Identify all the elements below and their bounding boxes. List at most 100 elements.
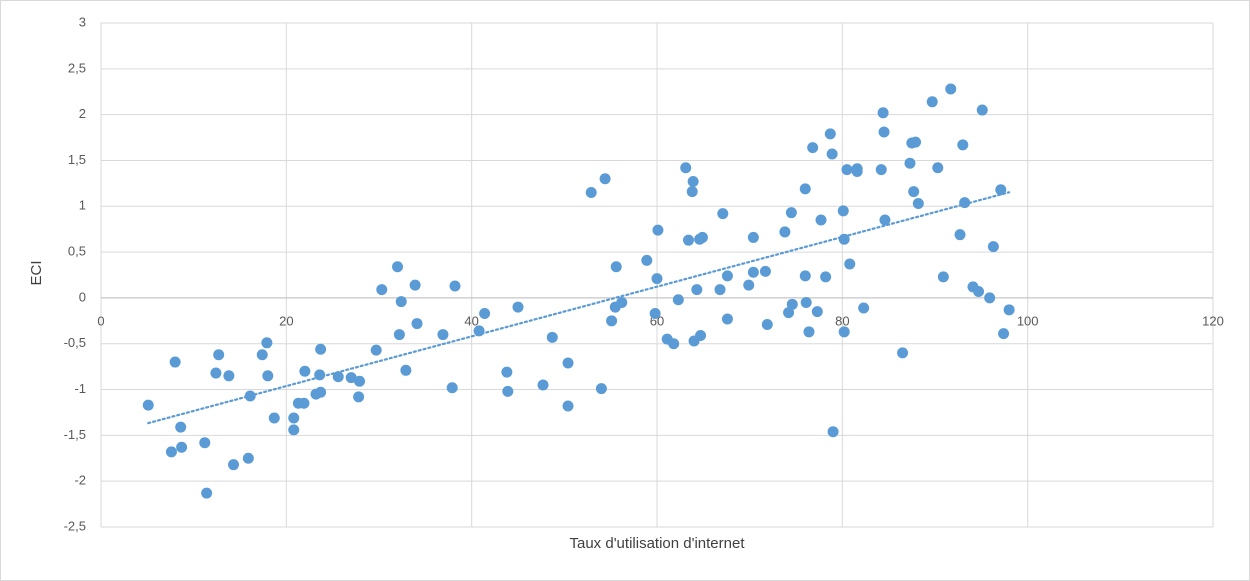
y-tick-label: -1,5	[64, 427, 86, 442]
y-tick-label: 0	[79, 289, 86, 304]
data-point	[937, 271, 949, 283]
data-point	[957, 139, 969, 151]
data-point	[479, 307, 491, 319]
data-point	[616, 296, 628, 308]
data-point	[223, 370, 235, 382]
data-point	[844, 258, 856, 270]
data-point	[288, 424, 300, 436]
y-tick-label: 1,5	[68, 152, 86, 167]
data-point	[400, 364, 412, 376]
data-point	[288, 412, 300, 424]
data-point	[299, 365, 311, 377]
data-point	[851, 163, 863, 175]
data-point	[242, 452, 254, 464]
data-point	[446, 382, 458, 394]
data-point	[165, 446, 177, 458]
data-point	[345, 372, 357, 384]
data-point	[803, 326, 815, 338]
data-point	[199, 437, 211, 449]
data-point	[332, 371, 344, 383]
data-point	[315, 343, 327, 355]
data-point	[995, 184, 1007, 196]
y-tick-label: 2,5	[68, 60, 86, 75]
data-point	[877, 107, 889, 119]
data-point	[954, 229, 966, 241]
data-point	[268, 412, 280, 424]
data-point	[973, 285, 985, 297]
x-tick-label: 100	[1017, 313, 1039, 328]
data-point	[213, 349, 225, 361]
data-point	[501, 366, 513, 378]
data-point	[261, 337, 273, 349]
y-tick-label: 1	[79, 198, 86, 213]
data-point	[912, 198, 924, 210]
data-point	[649, 307, 661, 319]
data-point	[353, 391, 365, 403]
y-tick-label: -2,5	[64, 518, 86, 533]
data-point	[799, 270, 811, 282]
data-point	[370, 344, 382, 356]
data-point	[546, 331, 558, 343]
y-axis-title: ECI	[28, 260, 45, 285]
data-point	[747, 266, 759, 278]
data-point	[786, 298, 798, 310]
data-point	[256, 349, 268, 361]
data-point	[686, 186, 698, 198]
data-point	[785, 207, 797, 219]
data-point	[858, 302, 870, 314]
data-point	[652, 224, 664, 236]
data-point	[743, 279, 755, 291]
data-point	[878, 126, 890, 138]
data-point	[606, 315, 618, 327]
data-point	[926, 96, 938, 108]
data-point	[807, 142, 819, 154]
data-point	[945, 83, 957, 95]
data-point	[779, 226, 791, 238]
data-point	[759, 265, 771, 277]
data-point	[879, 214, 891, 226]
y-tick-label: 0,5	[68, 244, 86, 259]
data-point	[210, 367, 222, 379]
data-point	[904, 157, 916, 169]
data-point	[800, 296, 812, 308]
data-point	[228, 459, 240, 471]
data-point	[262, 370, 274, 382]
data-point	[826, 148, 838, 160]
data-point	[1003, 304, 1015, 316]
y-tick-label: 2	[79, 106, 86, 121]
x-tick-label: 0	[97, 313, 104, 328]
data-point	[875, 164, 887, 176]
x-tick-label: 40	[464, 313, 478, 328]
data-point	[562, 357, 574, 369]
y-tick-label: -1	[74, 381, 86, 396]
trendline	[147, 191, 1011, 425]
data-point	[747, 231, 759, 243]
data-point	[908, 186, 920, 198]
data-point	[512, 301, 524, 313]
data-point	[932, 162, 944, 174]
data-point	[502, 385, 514, 397]
data-point	[717, 208, 729, 220]
x-tick-label: 20	[279, 313, 293, 328]
y-tick-label: -2	[74, 473, 86, 488]
data-point	[998, 328, 1010, 340]
data-point	[783, 307, 795, 319]
data-point	[897, 347, 909, 359]
data-point	[392, 261, 404, 273]
data-point	[537, 379, 549, 391]
data-point	[824, 128, 836, 140]
data-point	[683, 234, 695, 246]
data-point	[599, 173, 611, 185]
data-point	[585, 187, 597, 199]
data-point	[987, 241, 999, 253]
data-point	[696, 231, 708, 243]
data-point	[827, 426, 839, 438]
data-point	[799, 183, 811, 195]
data-point	[201, 487, 213, 499]
data-point	[562, 400, 574, 412]
data-point	[668, 338, 680, 350]
data-point	[175, 421, 187, 433]
data-point	[449, 280, 461, 292]
data-point	[984, 292, 996, 304]
